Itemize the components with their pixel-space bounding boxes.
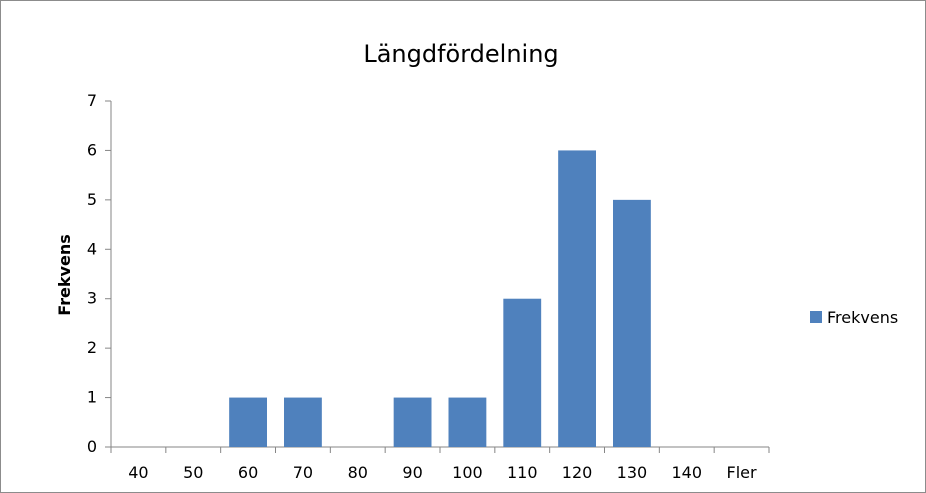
- x-tick-label: 80: [348, 463, 368, 482]
- x-tick-label: 50: [183, 463, 203, 482]
- x-tick-label: 60: [238, 463, 258, 482]
- y-tick-label: 4: [87, 239, 97, 258]
- y-axis-title: Frekvens: [55, 234, 74, 315]
- legend: Frekvens: [810, 308, 898, 327]
- y-tick-label: 1: [87, 388, 97, 407]
- y-tick-label: 0: [87, 437, 97, 456]
- histogram-bar: [448, 397, 487, 447]
- y-tick-label: 7: [87, 91, 97, 110]
- x-tick-label: 40: [128, 463, 148, 482]
- x-tick-label: 90: [402, 463, 422, 482]
- histogram-bar: [558, 150, 597, 447]
- x-tick-label: 140: [671, 463, 702, 482]
- y-tick-label: 5: [87, 190, 97, 209]
- x-tick-label: 100: [452, 463, 483, 482]
- legend-swatch: [810, 311, 822, 323]
- histogram-bar: [612, 199, 651, 447]
- histogram-bar: [229, 397, 268, 447]
- histogram-bar: [393, 397, 432, 447]
- x-tick-label: 70: [293, 463, 313, 482]
- chart-title: Längdfördelning: [363, 40, 558, 68]
- y-tick-label: 6: [87, 140, 97, 159]
- x-tick-label: 130: [617, 463, 648, 482]
- x-tick-label: 120: [562, 463, 593, 482]
- histogram-bar: [503, 298, 542, 447]
- legend-label: Frekvens: [827, 308, 898, 327]
- plot-area: 0 1 2 3 4 5 6 7 40 50 60 70 80 90 100 110 120 130 140 Fler: [87, 91, 770, 482]
- histogram-bar: [283, 397, 322, 447]
- y-tick-label: 3: [87, 289, 97, 308]
- y-tick-label: 2: [87, 338, 97, 357]
- x-tick-label: Fler: [727, 463, 757, 482]
- x-tick-label: 110: [507, 463, 538, 482]
